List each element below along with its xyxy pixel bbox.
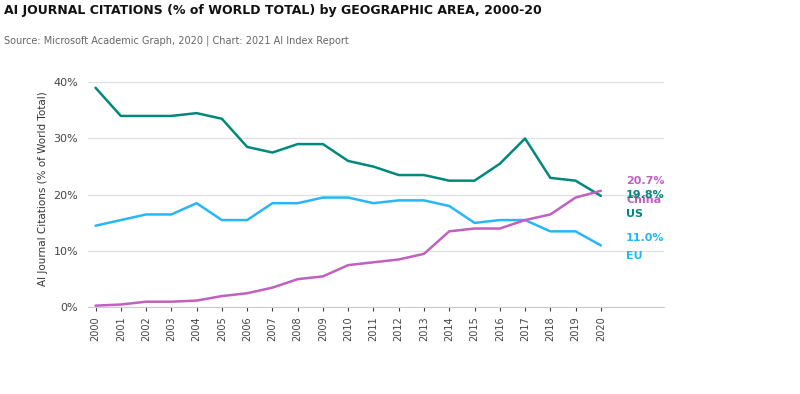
Text: 11.0%: 11.0% (626, 232, 665, 243)
Text: 20.7%: 20.7% (626, 176, 665, 186)
Text: US: US (626, 209, 643, 219)
Text: Source: Microsoft Academic Graph, 2020 | Chart: 2021 AI Index Report: Source: Microsoft Academic Graph, 2020 |… (4, 35, 349, 46)
Text: EU: EU (626, 251, 642, 261)
Text: AI JOURNAL CITATIONS (% of WORLD TOTAL) by GEOGRAPHIC AREA, 2000-20: AI JOURNAL CITATIONS (% of WORLD TOTAL) … (4, 4, 542, 17)
Y-axis label: AI Journal Citations (% of World Total): AI Journal Citations (% of World Total) (38, 92, 48, 286)
Text: China: China (626, 195, 662, 205)
Text: 19.8%: 19.8% (626, 190, 665, 201)
